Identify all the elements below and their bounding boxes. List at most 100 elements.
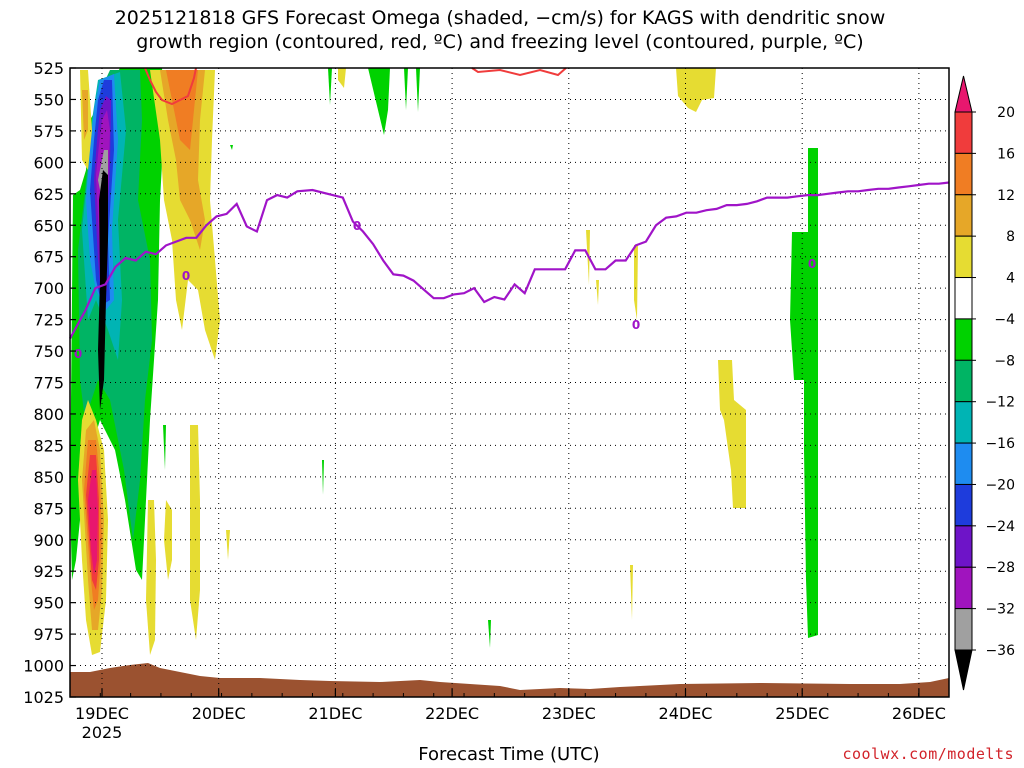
colorbar-tick-label: 8 bbox=[1006, 229, 1015, 245]
colorbar-tick-label: −4 bbox=[994, 312, 1015, 328]
omega-region-37 bbox=[718, 360, 746, 508]
omega-region-23 bbox=[328, 68, 332, 105]
colorbar-swatch bbox=[954, 566, 973, 610]
y-tick-label: 800 bbox=[33, 405, 64, 424]
y-tick-label: 575 bbox=[33, 122, 64, 141]
x-tick-label: 22DEC bbox=[425, 704, 479, 723]
omega-region-25 bbox=[404, 68, 408, 110]
colorbar-tick-label: −8 bbox=[994, 353, 1015, 369]
y-tick-label: 925 bbox=[33, 562, 64, 581]
omega-region-31 bbox=[488, 620, 491, 648]
contours: 0 0 0 0 0 bbox=[69, 67, 950, 361]
omega-region-28 bbox=[230, 145, 233, 150]
title-line-1: 2025121818 GFS Forecast Omega (shaded, −… bbox=[114, 7, 886, 29]
omega-shading bbox=[70, 68, 818, 655]
y-tick-label: 900 bbox=[33, 531, 64, 550]
freezing-level-label: 0 bbox=[353, 219, 361, 233]
colorbar-swatch bbox=[954, 318, 973, 361]
colorbar-swatch bbox=[954, 401, 973, 444]
colorbar-swatch bbox=[954, 75, 973, 113]
x-tick-label: 19DEC bbox=[75, 704, 129, 723]
omega-region-35 bbox=[630, 565, 633, 620]
x-year-label: 2025 bbox=[82, 723, 123, 742]
y-tick-label: 975 bbox=[33, 625, 64, 644]
omega-region-36 bbox=[676, 68, 716, 112]
y-tick-label: 600 bbox=[33, 153, 64, 172]
omega-region-38 bbox=[790, 148, 818, 638]
y-tick-label: 625 bbox=[33, 185, 64, 204]
colorbar-swatch bbox=[954, 525, 973, 568]
omega-region-24 bbox=[368, 68, 390, 135]
colorbar-swatch bbox=[954, 277, 973, 320]
colorbar-tick-label: −32 bbox=[985, 602, 1015, 618]
colorbar-tick-label: −20 bbox=[985, 477, 1015, 493]
freezing-level-label: 0 bbox=[808, 257, 816, 271]
colorbar-tick-label: 20 bbox=[997, 105, 1015, 121]
colorbar-tick-label: −28 bbox=[985, 560, 1015, 576]
colorbar-swatch bbox=[954, 111, 973, 154]
colorbar-tick-label: −12 bbox=[985, 395, 1015, 411]
omega-region-14 bbox=[150, 70, 220, 360]
y-tick-label: 1025 bbox=[23, 688, 64, 707]
y-tick-label: 1000 bbox=[23, 657, 64, 676]
omega-region-26 bbox=[416, 68, 420, 112]
surface-terrain bbox=[70, 663, 949, 697]
dgz-contour-1 bbox=[144, 67, 197, 106]
freezing-level-label: 0 bbox=[182, 269, 190, 283]
y-tick-label: 875 bbox=[33, 499, 64, 518]
y-tick-label: 750 bbox=[33, 342, 64, 361]
freezing-level-label: 0 bbox=[74, 347, 82, 361]
omega-region-19 bbox=[146, 500, 156, 655]
omega-region-33 bbox=[596, 280, 599, 305]
x-tick-label: 26DEC bbox=[892, 704, 946, 723]
colorbar-tick-label: −36 bbox=[985, 643, 1015, 659]
x-tick-label: 20DEC bbox=[192, 704, 246, 723]
site-credit: coolwx.com/modelts bbox=[842, 745, 1014, 763]
colorbar-tick-label: −24 bbox=[985, 519, 1015, 535]
omega-region-27 bbox=[338, 68, 346, 88]
colorbar-swatch bbox=[954, 194, 973, 237]
omega-region-13 bbox=[88, 470, 98, 575]
omega-region-8 bbox=[98, 170, 108, 410]
omega-region-15 bbox=[160, 70, 205, 250]
colorbar-swatch bbox=[954, 483, 973, 527]
omega-region-34 bbox=[634, 245, 638, 320]
x-tick-label: 21DEC bbox=[308, 704, 362, 723]
y-tick-label: 525 bbox=[33, 59, 64, 78]
y-axis: 525 550 575 600 625 650 675 700 725 750 775 800 825 8… bbox=[23, 59, 76, 707]
colorbar-tick-label: 16 bbox=[997, 146, 1015, 162]
y-tick-label: 675 bbox=[33, 248, 64, 267]
chart-title: 2025121818 GFS Forecast Omega (shaded, −… bbox=[0, 6, 1000, 54]
dgz-contour-2 bbox=[471, 67, 567, 77]
x-axis-title: Forecast Time (UTC) bbox=[418, 744, 600, 765]
y-tick-label: 700 bbox=[33, 279, 64, 298]
colorbar-swatch bbox=[954, 359, 973, 403]
colorbar-tick-label: −16 bbox=[985, 436, 1015, 452]
y-tick-label: 775 bbox=[33, 374, 64, 393]
y-tick-label: 825 bbox=[33, 436, 64, 455]
y-tick-label: 650 bbox=[33, 216, 64, 235]
colorbar-tick-label: 12 bbox=[997, 188, 1015, 204]
colorbar-swatch bbox=[954, 442, 973, 485]
colorbar-swatch bbox=[954, 235, 973, 279]
omega-region-20 bbox=[164, 500, 172, 580]
x-tick-label: 25DEC bbox=[775, 704, 829, 723]
colorbar-swatch bbox=[954, 608, 973, 651]
y-tick-label: 725 bbox=[33, 311, 64, 330]
y-tick-label: 550 bbox=[33, 90, 64, 109]
colorbar-swatch bbox=[954, 649, 973, 691]
colorbar-swatch bbox=[954, 152, 973, 196]
colorbar: 20 16 12 8 4 −4 −8 −12 −16 −20 −24 −28 −32 −36 bbox=[954, 75, 1015, 691]
freezing-level-line bbox=[69, 181, 950, 340]
omega-region-29 bbox=[163, 425, 166, 470]
omega-region-30 bbox=[322, 460, 324, 495]
colorbar-tick-label: 4 bbox=[1006, 271, 1015, 287]
omega-region-22 bbox=[226, 530, 230, 560]
omega-region-21 bbox=[190, 425, 200, 640]
surface-terrain-fill bbox=[70, 663, 949, 697]
x-tick-label: 23DEC bbox=[542, 704, 596, 723]
omega-region-18 bbox=[82, 90, 88, 140]
x-tick-label: 24DEC bbox=[659, 704, 713, 723]
freezing-level-label: 0 bbox=[632, 318, 640, 332]
